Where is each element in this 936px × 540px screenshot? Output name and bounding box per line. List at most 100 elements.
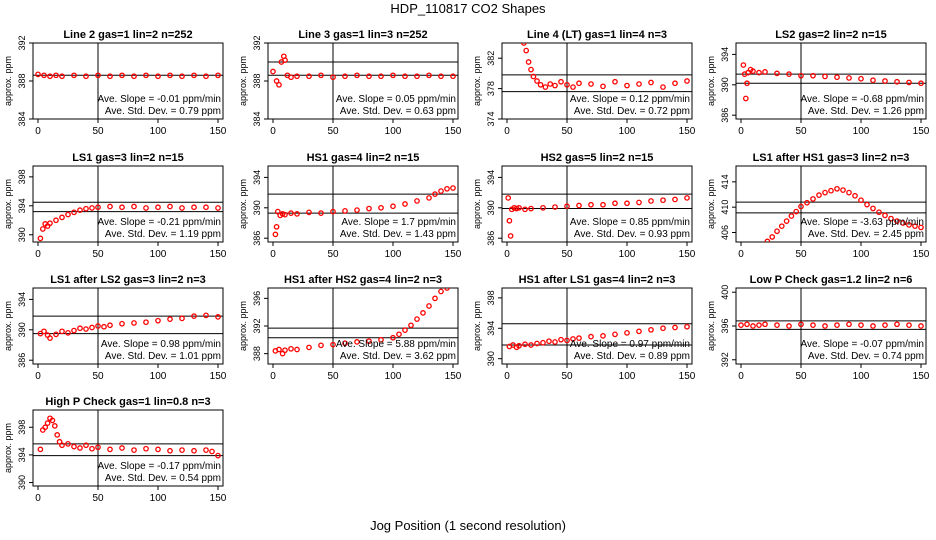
data-point: [624, 329, 630, 336]
data-point: [95, 444, 101, 451]
data-point: [414, 198, 420, 204]
data-point: [402, 327, 408, 333]
data-point: [37, 446, 44, 453]
data-point: [600, 201, 606, 208]
data-point: [793, 208, 800, 215]
data-point: [191, 313, 197, 319]
data-point: [53, 331, 59, 338]
data-point: [306, 73, 312, 80]
data-point: [378, 204, 384, 211]
slope-annotation: Ave. Slope = -0.07 ppm/min: [801, 339, 925, 350]
data-point: [37, 235, 44, 242]
data-point: [624, 200, 630, 207]
x-tick-label: 50: [561, 126, 573, 137]
data-point: [769, 234, 776, 240]
data-point: [778, 223, 785, 230]
data-point: [600, 83, 606, 90]
data-point: [59, 442, 65, 449]
data-point: [354, 339, 360, 345]
data-point: [119, 72, 125, 79]
x-tick-label: 0: [35, 371, 41, 382]
data-point: [294, 73, 300, 80]
slope-annotation: Ave. Slope = 0.12 ppm/min: [570, 94, 690, 105]
data-point: [810, 322, 816, 329]
data-point: [39, 226, 46, 232]
data-point: [71, 443, 77, 450]
data-point: [822, 323, 828, 329]
y-tick-label: 382: [486, 51, 496, 66]
slope-annotation: Ave. Slope = -0.01 ppm/min: [98, 94, 222, 105]
data-point: [558, 78, 564, 85]
data-point: [354, 72, 360, 79]
data-point: [576, 202, 582, 209]
y-axis-label: approx. ppm: [238, 179, 248, 229]
data-point: [131, 447, 137, 453]
data-point: [294, 346, 300, 353]
y-tick-label: 386: [486, 231, 496, 246]
data-point: [804, 199, 810, 206]
data-point: [95, 204, 101, 211]
data-point: [564, 337, 570, 344]
y-axis-label: approx. ppm: [238, 56, 248, 106]
data-points: [37, 415, 221, 459]
y-tick-label: 386: [720, 108, 730, 123]
data-points: [740, 62, 924, 102]
data-point: [684, 323, 690, 330]
data-point: [612, 200, 618, 207]
data-point: [119, 204, 125, 211]
y-axis-label: approx. ppm: [706, 301, 716, 351]
data-point: [684, 195, 690, 201]
data-point: [215, 452, 221, 459]
data-point: [564, 203, 570, 210]
data-point: [894, 321, 900, 328]
data-point: [107, 322, 113, 329]
data-point: [282, 57, 288, 63]
x-tick-label: 0: [504, 371, 510, 382]
data-point: [215, 205, 221, 211]
data-point: [41, 328, 47, 335]
y-tick-label: 386: [17, 353, 27, 368]
x-tick-label: 50: [795, 371, 807, 382]
figure-title: HDP_110817 CO2 Shapes: [390, 1, 546, 16]
y-tick-label: 388: [252, 73, 262, 88]
data-point: [209, 448, 215, 455]
y-tick-label: 390: [17, 322, 27, 337]
x-tick-label: 100: [619, 249, 636, 260]
data-point: [71, 209, 77, 216]
y-tick-label: 388: [252, 346, 262, 361]
x-tick-label: 150: [445, 126, 462, 137]
data-point: [558, 336, 564, 343]
data-point: [378, 73, 384, 80]
panel-title: Low P Check gas=1.2 lin=2 n=6: [750, 274, 913, 286]
data-point: [318, 72, 324, 79]
data-point: [155, 73, 161, 80]
x-tick-label: 100: [150, 371, 167, 382]
x-tick-label: 100: [385, 371, 402, 382]
x-tick-label: 100: [619, 371, 636, 382]
data-point: [900, 220, 906, 226]
data-point: [858, 75, 864, 82]
data-point: [516, 342, 522, 349]
x-tick-label: 50: [795, 249, 807, 260]
panel-title: LS2 gas=2 lin=2 n=15: [775, 29, 887, 41]
x-tick-label: 50: [795, 126, 807, 137]
panel-title: HS1 after LS1 gas=4 lin=2 n=3: [519, 274, 676, 286]
data-point: [786, 323, 792, 329]
data-point: [420, 310, 426, 316]
slope-annotation: Ave. Slope = 0.85 ppm/min: [570, 217, 690, 228]
data-point: [143, 445, 149, 452]
y-tick-label: 396: [252, 291, 262, 306]
data-point: [774, 70, 780, 77]
data-point: [506, 217, 513, 224]
data-point: [525, 59, 532, 65]
data-point: [882, 322, 888, 329]
x-tick-label: 0: [35, 126, 41, 137]
y-tick-label: 392: [252, 318, 262, 333]
std-annotation: Ave. Std. Dev. = 1.19 ppm: [105, 229, 221, 240]
data-point: [83, 205, 89, 212]
data-point: [636, 199, 642, 206]
y-axis-label: approx. ppm: [472, 179, 482, 229]
data-points: [35, 71, 221, 80]
